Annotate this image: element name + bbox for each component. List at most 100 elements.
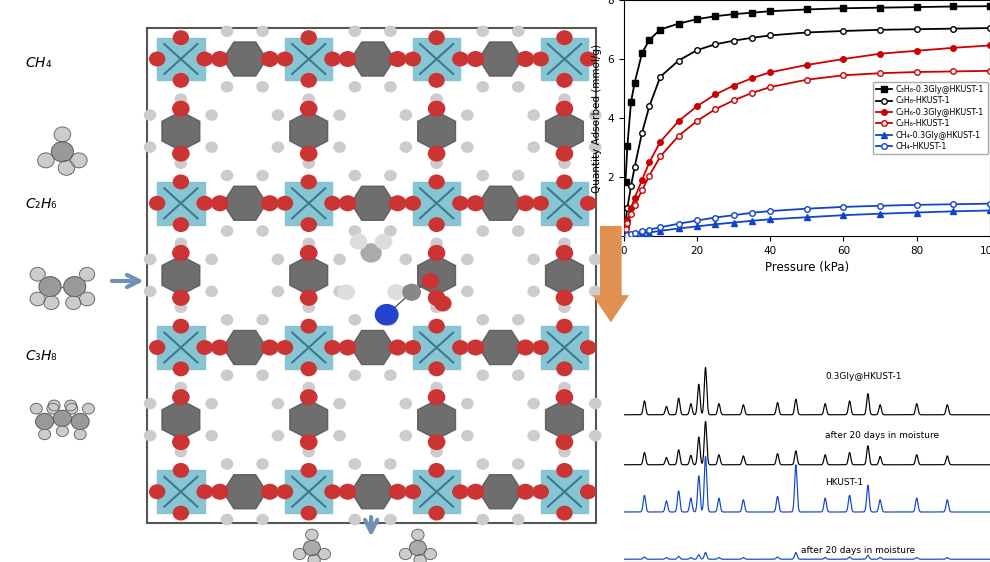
Polygon shape	[223, 186, 266, 220]
C₂H₆-0.3Gly@HKUST-1	[764, 69, 776, 76]
Circle shape	[557, 74, 572, 87]
Circle shape	[534, 485, 548, 498]
Polygon shape	[541, 182, 588, 225]
Circle shape	[332, 54, 343, 64]
Circle shape	[175, 238, 186, 248]
CH₄-HKUST-1	[629, 230, 641, 237]
Circle shape	[389, 340, 406, 355]
Circle shape	[38, 153, 54, 168]
Circle shape	[461, 110, 473, 120]
Polygon shape	[479, 186, 523, 220]
C₃H₈-HKUST-1	[838, 28, 849, 34]
Circle shape	[277, 197, 292, 210]
C₃H₈-0.3Gly@HKUST-1	[838, 5, 849, 12]
Circle shape	[477, 26, 488, 37]
Circle shape	[145, 142, 155, 152]
CH₄-0.3Gly@HKUST-1	[710, 221, 722, 228]
Circle shape	[257, 459, 268, 469]
Circle shape	[206, 398, 217, 409]
CH₄-HKUST-1	[654, 224, 666, 230]
C₃H₈-HKUST-1	[654, 74, 666, 80]
Circle shape	[558, 158, 570, 168]
C₃H₈-HKUST-1	[620, 218, 632, 225]
Circle shape	[70, 153, 87, 168]
Polygon shape	[157, 182, 205, 225]
C₂H₆-0.3Gly@HKUST-1	[947, 44, 959, 51]
Circle shape	[257, 170, 268, 180]
Polygon shape	[545, 256, 583, 295]
Circle shape	[477, 459, 488, 469]
Circle shape	[581, 341, 596, 354]
Circle shape	[145, 430, 155, 441]
Circle shape	[534, 197, 548, 210]
Polygon shape	[290, 400, 328, 439]
Polygon shape	[479, 330, 523, 365]
Circle shape	[303, 94, 315, 104]
Circle shape	[403, 54, 414, 64]
Circle shape	[556, 390, 572, 405]
Circle shape	[332, 342, 343, 352]
Circle shape	[477, 81, 488, 92]
Circle shape	[173, 390, 189, 405]
Circle shape	[558, 302, 570, 312]
C₂H₆-HKUST-1	[911, 69, 923, 75]
CH₄-HKUST-1	[620, 232, 632, 239]
Circle shape	[513, 514, 524, 524]
C₂H₆-0.3Gly@HKUST-1	[728, 82, 740, 89]
Circle shape	[257, 370, 268, 380]
Circle shape	[318, 549, 331, 560]
Polygon shape	[479, 42, 523, 76]
Circle shape	[173, 218, 188, 232]
Circle shape	[385, 81, 396, 92]
Polygon shape	[541, 326, 588, 369]
Circle shape	[222, 81, 233, 92]
Y-axis label: Quantity Adsorbed (mmol/g): Quantity Adsorbed (mmol/g)	[592, 44, 602, 193]
C₃H₈-0.3Gly@HKUST-1	[874, 4, 886, 11]
Circle shape	[400, 142, 412, 152]
Circle shape	[222, 170, 233, 180]
Circle shape	[272, 142, 283, 152]
Circle shape	[349, 226, 360, 236]
Line: CH₄-HKUST-1: CH₄-HKUST-1	[623, 201, 990, 238]
Circle shape	[412, 529, 424, 541]
C₂H₆-HKUST-1	[625, 211, 637, 217]
Circle shape	[206, 142, 217, 152]
Circle shape	[222, 370, 233, 380]
CH₄-0.3Gly@HKUST-1	[654, 228, 666, 234]
C₂H₆-HKUST-1	[728, 97, 740, 104]
Circle shape	[39, 429, 50, 439]
Circle shape	[431, 94, 443, 104]
Circle shape	[149, 341, 164, 354]
C₃H₈-0.3Gly@HKUST-1	[654, 26, 666, 33]
CH₄-0.3Gly@HKUST-1	[801, 214, 813, 221]
C₂H₆-0.3Gly@HKUST-1	[984, 42, 990, 49]
Circle shape	[531, 342, 542, 352]
Line: C₂H₆-0.3Gly@HKUST-1: C₂H₆-0.3Gly@HKUST-1	[623, 43, 990, 230]
C₃H₈-0.3Gly@HKUST-1	[728, 11, 740, 17]
Text: $CH₄$: $CH₄$	[25, 56, 52, 70]
Circle shape	[556, 291, 572, 305]
Circle shape	[261, 52, 278, 66]
Circle shape	[272, 430, 283, 441]
Circle shape	[301, 390, 317, 405]
Circle shape	[30, 292, 46, 306]
C₂H₆-0.3Gly@HKUST-1	[637, 176, 648, 183]
Circle shape	[429, 362, 445, 375]
Circle shape	[272, 110, 283, 120]
Circle shape	[528, 430, 540, 441]
Circle shape	[590, 430, 601, 441]
Circle shape	[212, 52, 228, 66]
Circle shape	[325, 197, 340, 210]
Circle shape	[452, 341, 468, 354]
Circle shape	[400, 430, 412, 441]
C₂H₆-0.3Gly@HKUST-1	[644, 159, 655, 166]
C₂H₆-0.3Gly@HKUST-1	[710, 91, 722, 98]
Circle shape	[429, 319, 445, 333]
Circle shape	[340, 196, 355, 211]
Circle shape	[461, 286, 473, 297]
Circle shape	[204, 487, 215, 497]
Circle shape	[206, 430, 217, 441]
Polygon shape	[157, 38, 205, 80]
Circle shape	[452, 485, 468, 498]
Circle shape	[334, 398, 346, 409]
